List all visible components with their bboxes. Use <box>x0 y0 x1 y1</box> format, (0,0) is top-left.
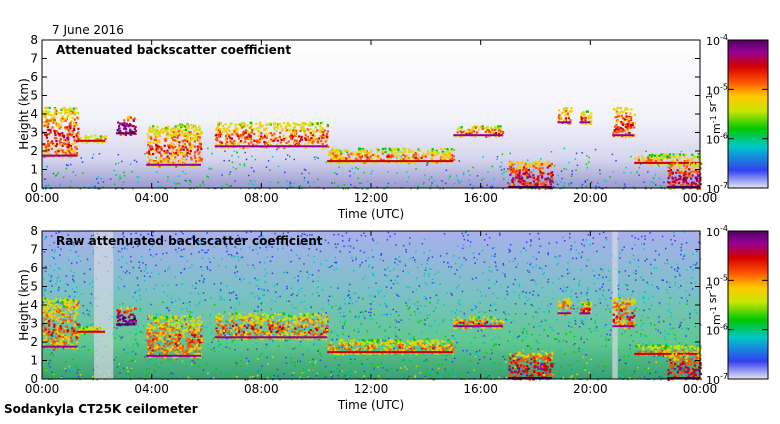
cloud-base <box>612 325 634 327</box>
plot-background <box>42 231 700 379</box>
cloud-base <box>42 155 78 157</box>
cloud-base <box>327 160 453 162</box>
instrument-label: Sodankyla CT25K ceilometer <box>4 402 198 416</box>
y-tick-label: 0 <box>30 181 38 195</box>
x-tick-label: 16:00 <box>463 382 498 396</box>
cloud-layer <box>579 111 592 126</box>
cloud-base <box>146 164 201 166</box>
colorbar <box>728 231 768 379</box>
y-tick-label: 5 <box>30 89 38 103</box>
x-axis-label: Time (UTC) <box>337 207 404 221</box>
cloud-base <box>453 134 502 136</box>
y-tick-label: 8 <box>30 33 38 47</box>
colorbar <box>728 40 768 188</box>
y-tick-label: 3 <box>30 317 38 331</box>
raw-backscatter-panel: Raw attenuated backscatter coefficient 0 0… <box>17 224 768 412</box>
y-tick-label: 7 <box>30 243 38 257</box>
x-tick-label: 20:00 <box>573 191 608 205</box>
cloud-base <box>215 336 327 338</box>
y-tick-label: 4 <box>30 298 38 312</box>
colorbar-tick-label: 10-4 <box>706 33 728 48</box>
y-axis-label: Height (km) <box>17 78 31 149</box>
x-tick-label: 16:00 <box>463 191 498 205</box>
y-tick-label: 1 <box>30 354 38 368</box>
y-tick-label: 5 <box>30 280 38 294</box>
x-tick-label: 12:00 <box>354 191 389 205</box>
colorbar-unit-label: m-1sr-1 <box>705 94 723 134</box>
date-label: 7 June 2016 <box>52 23 124 37</box>
cloud-base <box>215 145 327 147</box>
y-tick-label: 6 <box>30 70 38 84</box>
cloud-base <box>612 134 634 136</box>
colorbar-tick-label: 10-7 <box>706 372 728 387</box>
cloud-base <box>579 312 590 314</box>
y-tick-label: 7 <box>30 52 38 66</box>
cloud-base <box>42 346 78 348</box>
cloud-base <box>557 312 571 314</box>
x-tick-label: 08:00 <box>244 191 279 205</box>
cloud-base <box>78 140 105 142</box>
cloud-base <box>634 353 700 355</box>
x-axis-label: Time (UTC) <box>337 398 404 412</box>
y-tick-label: 3 <box>30 126 38 140</box>
x-tick-label: 04:00 <box>134 382 169 396</box>
y-tick-label: 2 <box>30 335 38 349</box>
cloud-base <box>557 121 571 123</box>
y-axis-label: Height (km) <box>17 269 31 340</box>
plot-background <box>42 40 700 188</box>
x-tick-label: 12:00 <box>354 382 389 396</box>
panel-title: Raw attenuated backscatter coefficient <box>56 234 323 248</box>
y-tick-label: 8 <box>30 224 38 238</box>
y-tick-label: 6 <box>30 261 38 275</box>
colorbar-tick-label: 10-7 <box>706 181 728 196</box>
colorbar-unit-label: m-1sr-1 <box>705 285 723 325</box>
colorbar-tick-label: 10-4 <box>706 224 728 239</box>
cloud-base <box>116 323 135 325</box>
y-tick-label: 4 <box>30 107 38 121</box>
cloud-base <box>327 351 453 353</box>
x-tick-label: 20:00 <box>573 382 608 396</box>
cloud-base <box>146 355 201 357</box>
cloud-base <box>116 132 135 134</box>
cloud-base <box>453 325 502 327</box>
cloud-base <box>78 331 105 333</box>
x-tick-label: 04:00 <box>134 191 169 205</box>
y-tick-label: 2 <box>30 144 38 158</box>
y-tick-label: 1 <box>30 163 38 177</box>
y-tick-label: 0 <box>30 372 38 386</box>
x-tick-label: 08:00 <box>244 382 279 396</box>
panel-title: Attenuated backscatter coefficient <box>56 43 291 57</box>
cloud-base <box>579 121 590 123</box>
